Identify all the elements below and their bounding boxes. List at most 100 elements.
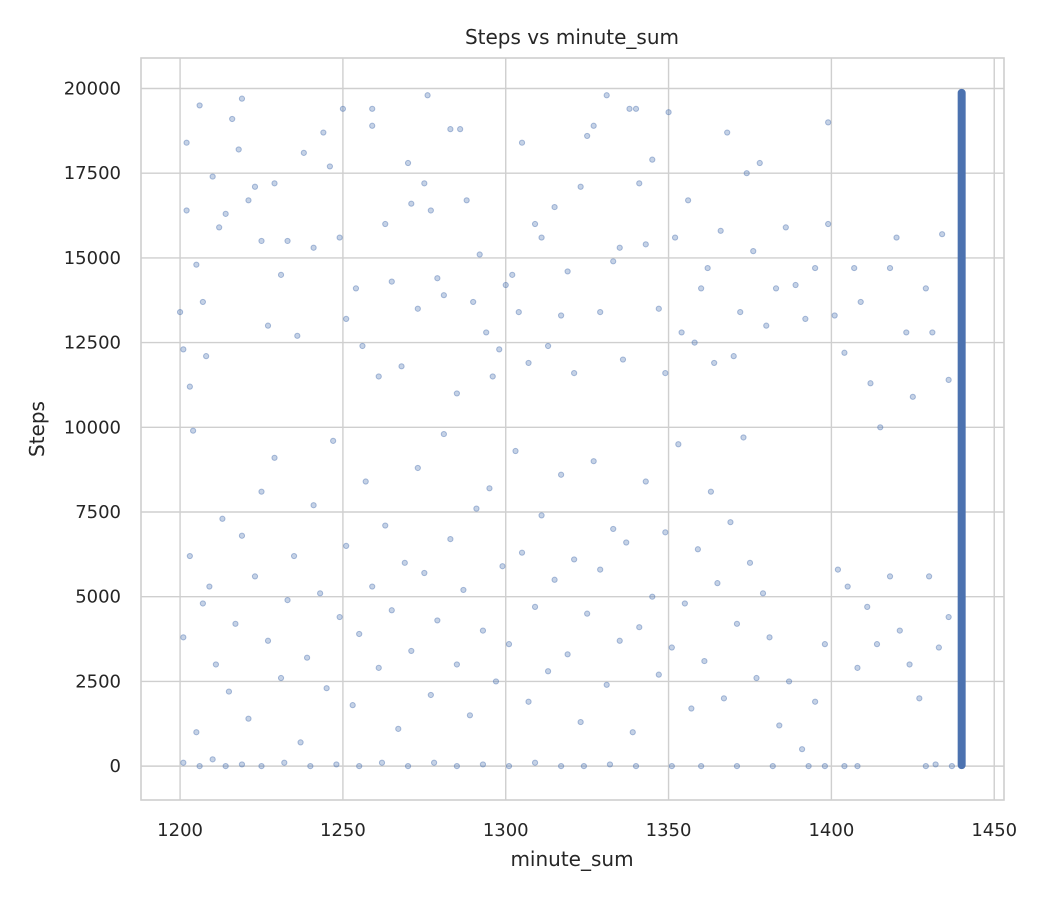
data-point: [662, 369, 669, 377]
data-point: [180, 759, 187, 766]
data-point: [362, 478, 369, 485]
data-point: [277, 674, 285, 682]
data-point: [558, 312, 565, 319]
data-point: [886, 573, 894, 580]
data-point: [935, 644, 942, 651]
data-point: [766, 634, 773, 641]
x-tick-label: 1400: [808, 820, 854, 841]
dense-point-column: [957, 88, 966, 770]
data-point: [251, 183, 259, 190]
data-point: [229, 115, 236, 123]
data-point: [421, 569, 428, 577]
data-point: [909, 393, 916, 400]
data-point: [505, 641, 513, 648]
data-point: [300, 149, 307, 156]
data-point: [531, 603, 539, 610]
data-point: [929, 329, 936, 336]
x-axis-label: minute_sum: [510, 847, 633, 871]
data-point: [619, 356, 627, 363]
data-point: [825, 220, 832, 228]
data-point: [785, 678, 793, 685]
data-point: [896, 627, 903, 634]
data-point: [277, 271, 285, 278]
data-point: [307, 763, 314, 770]
data-point: [571, 369, 578, 377]
data-point: [457, 126, 464, 133]
data-point: [916, 695, 923, 702]
data-point: [434, 275, 441, 282]
data-point: [616, 244, 623, 251]
data-point: [655, 671, 662, 678]
data-point: [225, 688, 233, 695]
data-point: [430, 759, 438, 766]
data-point: [805, 763, 812, 770]
data-point: [694, 546, 701, 553]
data-point: [505, 763, 513, 770]
data-point: [649, 156, 656, 163]
data-point: [186, 552, 193, 560]
data-point: [538, 512, 545, 519]
data-point: [945, 376, 952, 383]
data-point: [232, 620, 239, 627]
data-point: [284, 597, 291, 604]
data-point: [401, 559, 408, 566]
data-point: [183, 139, 190, 146]
data-point: [369, 583, 376, 590]
data-point: [460, 586, 467, 594]
x-tick-label: 1350: [646, 820, 692, 841]
data-point: [339, 105, 347, 112]
data-point: [427, 691, 434, 699]
data-point: [408, 647, 415, 655]
data-point: [378, 759, 386, 766]
data-point: [476, 251, 483, 258]
data-point: [844, 583, 851, 590]
data-point: [531, 220, 539, 228]
data-point: [610, 525, 617, 533]
data-point: [665, 109, 672, 116]
data-point: [258, 237, 265, 245]
data-point: [427, 207, 434, 214]
data-point: [544, 668, 552, 675]
data-point: [369, 105, 376, 112]
plot-frame: [140, 57, 1005, 801]
data-point: [590, 458, 597, 465]
data-point: [922, 285, 929, 292]
y-tick-label: 20000: [64, 78, 121, 99]
data-point: [564, 268, 571, 275]
data-point: [238, 532, 246, 539]
data-point: [564, 651, 571, 658]
data-point: [812, 264, 819, 272]
data-point: [763, 322, 770, 329]
data-point: [714, 580, 721, 587]
data-point: [948, 763, 955, 770]
data-point: [642, 241, 649, 248]
data-point: [688, 705, 695, 712]
data-point: [821, 763, 828, 770]
data-point: [841, 349, 848, 356]
data-point: [685, 197, 692, 204]
data-point: [453, 661, 460, 668]
data-point: [216, 224, 223, 231]
data-point: [603, 92, 610, 99]
data-point: [717, 227, 724, 234]
data-point: [330, 437, 337, 444]
data-point: [470, 298, 477, 306]
data-point: [636, 180, 643, 187]
data-point: [414, 305, 421, 312]
data-point: [925, 573, 933, 580]
data-point: [333, 761, 340, 768]
data-point: [388, 607, 395, 614]
data-point: [629, 729, 636, 736]
y-tick-labels: 0 2500 5000 7500 10000 12500 15000 17500 20000: [64, 78, 121, 777]
data-point: [854, 763, 861, 770]
data-point: [756, 159, 763, 167]
data-point: [388, 278, 395, 285]
data-point: [886, 264, 894, 272]
data-point: [558, 471, 565, 478]
data-point: [584, 132, 591, 140]
data-point: [906, 661, 913, 668]
data-point: [671, 234, 679, 241]
data-point: [584, 610, 591, 617]
x-tick-labels: 1200 1250 1300 1350 1400 1450: [157, 820, 1017, 841]
data-point: [675, 441, 682, 448]
